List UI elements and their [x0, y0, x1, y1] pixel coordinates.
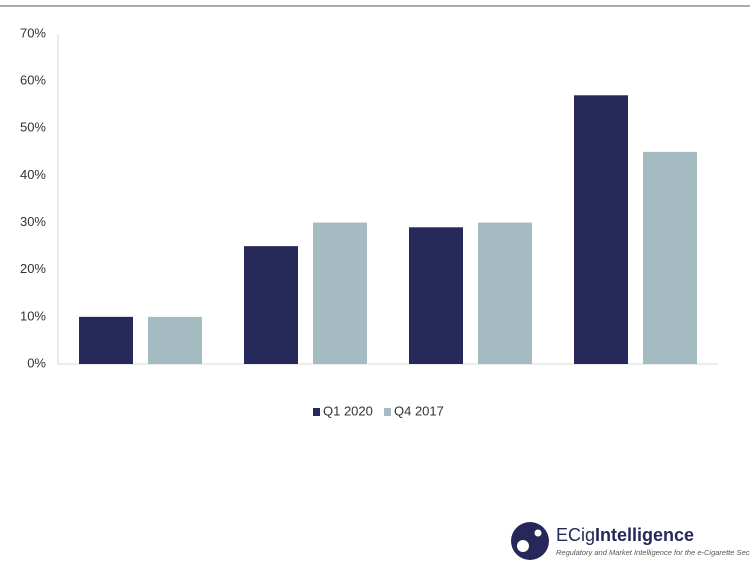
y-tick-label: 60%	[20, 73, 46, 88]
logo-prefix: ECig	[556, 525, 595, 545]
legend-swatch	[313, 408, 320, 416]
logo-mark	[511, 522, 549, 560]
legend-label: Q1 2020	[323, 403, 373, 418]
y-tick-label: 30%	[20, 214, 46, 229]
bar	[574, 95, 628, 365]
logo: ECigIntelligence Regulatory and Market I…	[511, 522, 750, 560]
y-tick-label: 0%	[27, 355, 46, 370]
legend-label: Q4 2017	[394, 403, 444, 418]
legend-swatch	[384, 408, 391, 416]
bar	[313, 222, 367, 364]
logo-name: ECigIntelligence	[556, 525, 694, 545]
bar	[148, 316, 202, 364]
bar	[79, 316, 133, 364]
y-tick-label: 20%	[20, 261, 46, 276]
y-tick-label: 70%	[20, 25, 46, 40]
y-tick-label: 10%	[20, 308, 46, 323]
logo-mark-dot	[517, 540, 529, 552]
logo-tagline: Regulatory and Market Intelligence for t…	[556, 548, 750, 557]
logo-mark-dot	[534, 529, 542, 537]
bar	[478, 222, 532, 364]
logo-name-bold: Intelligence	[595, 525, 694, 545]
bar	[643, 151, 697, 364]
y-tick-label: 50%	[20, 120, 46, 135]
y-tick-label: 40%	[20, 167, 46, 182]
bar	[409, 227, 463, 364]
bar	[244, 246, 298, 364]
